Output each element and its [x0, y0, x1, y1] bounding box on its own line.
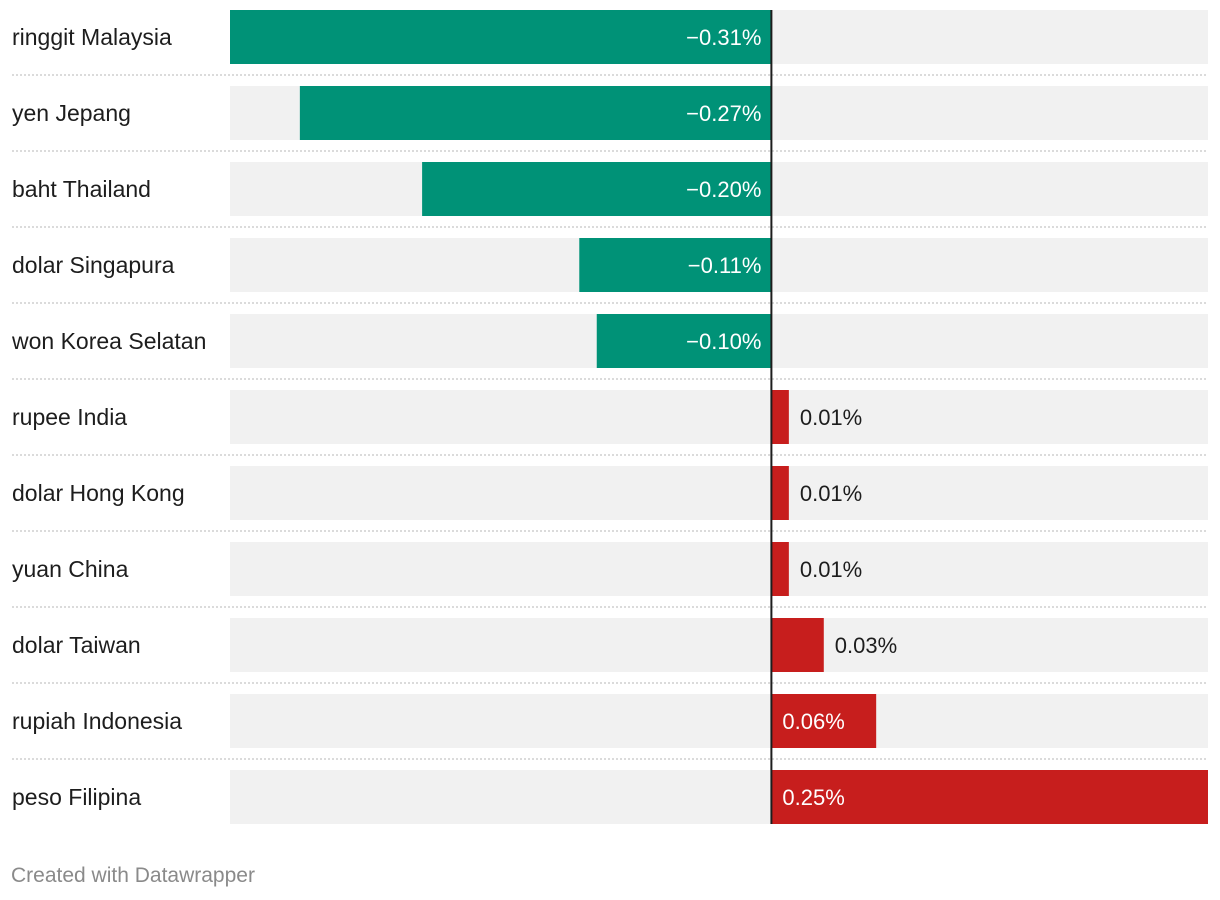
bar: [299, 86, 772, 140]
category-label: dolar Taiwan: [12, 632, 141, 658]
bar-track: [230, 466, 1208, 520]
category-label: yen Jepang: [12, 100, 131, 126]
category-label: ringgit Malaysia: [12, 24, 172, 50]
category-label: dolar Hong Kong: [12, 480, 185, 506]
value-label: −0.20%: [686, 177, 761, 202]
bar-track: [230, 618, 1208, 672]
bar: [771, 466, 789, 520]
value-label: −0.27%: [686, 101, 761, 126]
value-label: 0.06%: [782, 709, 844, 734]
value-label: 0.01%: [800, 405, 862, 430]
value-label: 0.25%: [782, 785, 844, 810]
category-label: dolar Singapura: [12, 252, 175, 278]
value-label: 0.01%: [800, 481, 862, 506]
bar: [771, 770, 1208, 824]
category-label: rupiah Indonesia: [12, 708, 182, 734]
bar: [230, 10, 772, 64]
value-label: 0.01%: [800, 557, 862, 582]
value-label: −0.31%: [686, 25, 761, 50]
category-label: baht Thailand: [12, 176, 151, 202]
value-label: −0.10%: [686, 329, 761, 354]
value-label: 0.03%: [835, 633, 897, 658]
bar: [771, 694, 877, 748]
diverging-bar-chart: ringgit Malaysia −0.31% yen Jepang −0.27% ba…: [11, 10, 1208, 824]
bar: [771, 542, 789, 596]
bar: [579, 238, 772, 292]
bar-track: [230, 390, 1208, 444]
category-label: rupee India: [12, 404, 127, 430]
bar-track: [230, 694, 1208, 748]
bar: [596, 314, 772, 368]
bar: [422, 162, 772, 216]
category-label: yuan China: [12, 556, 129, 582]
footer-credit[interactable]: Created with Datawrapper: [11, 864, 255, 887]
category-label: won Korea Selatan: [11, 328, 206, 354]
category-label: peso Filipina: [12, 784, 141, 810]
bar: [771, 390, 789, 444]
bar: [771, 618, 824, 672]
value-label: −0.11%: [688, 253, 762, 278]
bar-track: [230, 542, 1208, 596]
